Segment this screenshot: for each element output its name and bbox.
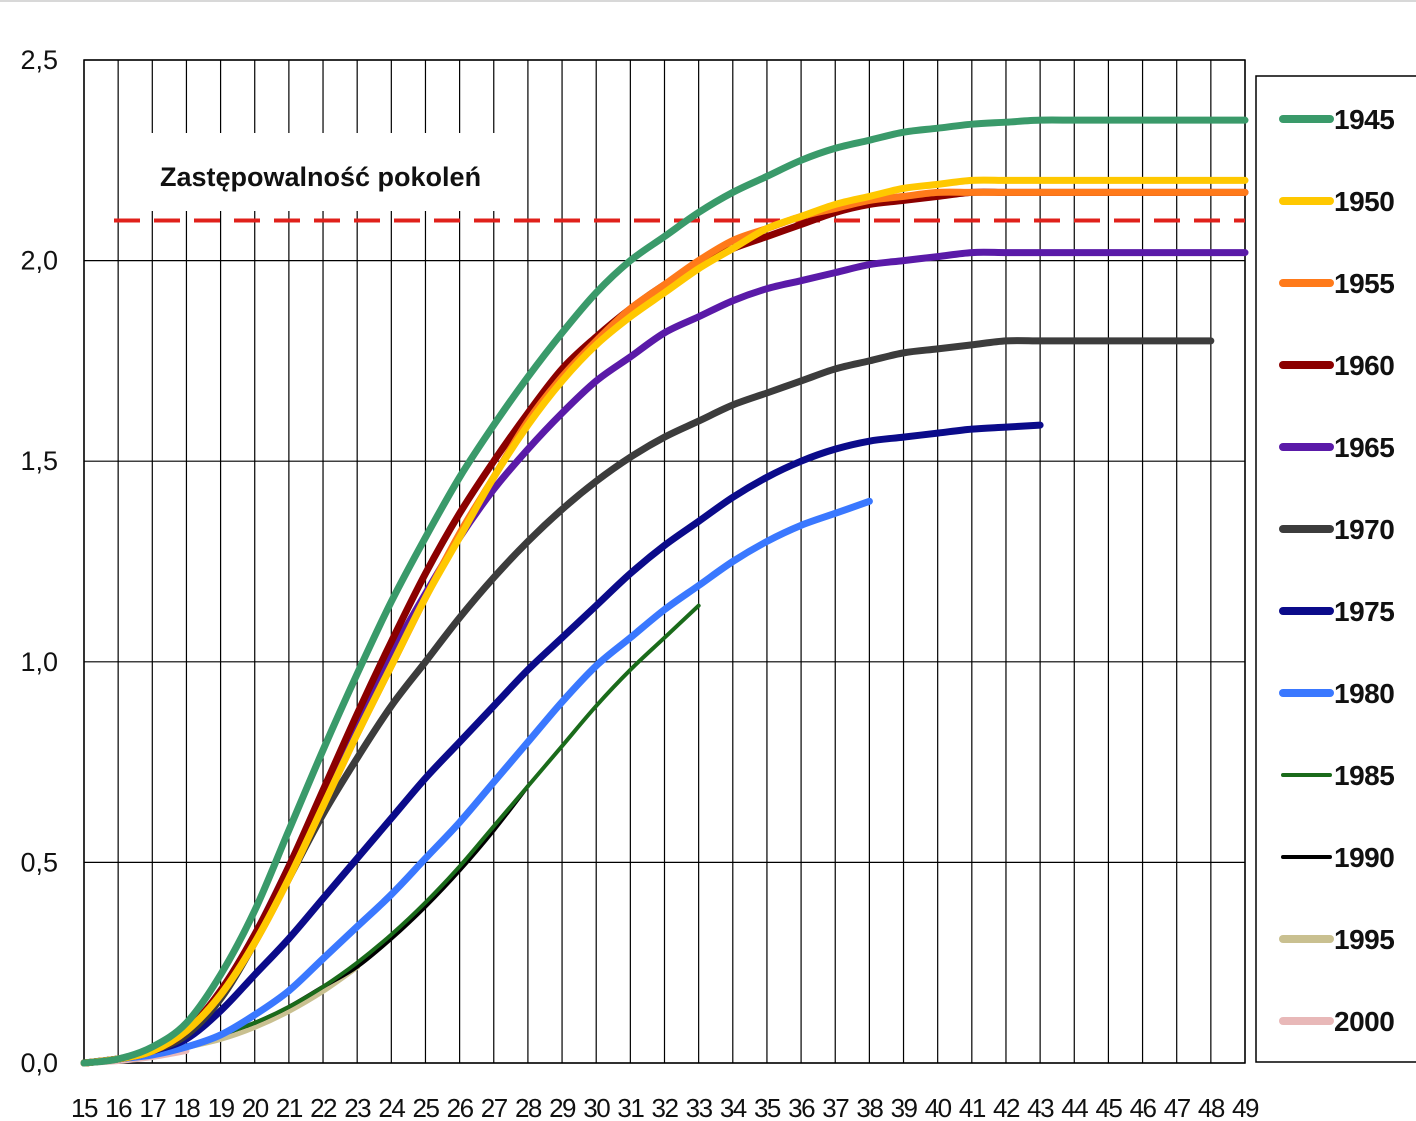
x-tick-label: 34	[720, 1093, 747, 1121]
x-tick-label: 49	[1232, 1093, 1259, 1121]
plot-area-frame	[83, 59, 1246, 1064]
series-lines	[80, 116, 1249, 1067]
x-tick-label: 28	[515, 1093, 542, 1121]
plot-border	[83, 59, 1246, 1064]
x-tick-label: 27	[481, 1093, 508, 1121]
x-tick-label: 45	[1095, 1093, 1122, 1121]
legend-label-2000: 2000	[1334, 1006, 1394, 1037]
legend-label-1970: 1970	[1334, 514, 1394, 545]
y-tick-label: 1,0	[20, 647, 58, 677]
legend-label-1960: 1960	[1334, 350, 1394, 381]
x-tick-label: 36	[788, 1093, 815, 1121]
x-tick-label: 41	[959, 1093, 986, 1121]
x-tick-label: 25	[413, 1093, 440, 1121]
x-tick-label: 30	[583, 1093, 610, 1121]
x-tick-label: 35	[754, 1093, 781, 1121]
y-tick-label: 2,0	[20, 246, 58, 276]
x-tick-label: 39	[891, 1093, 918, 1121]
annotation-background	[125, 133, 515, 211]
x-tick-label: 20	[242, 1093, 269, 1121]
series-line-1945	[80, 116, 1249, 1067]
x-tick-label: 21	[276, 1093, 303, 1121]
y-axis-tick-labels: 0,0 0,5 1,0 1,5 2,0 2,5	[20, 45, 58, 1078]
series-line-1970	[80, 337, 1215, 1067]
x-tick-label: 16	[105, 1093, 132, 1121]
x-tick-label: 42	[993, 1093, 1020, 1121]
gridlines	[83, 59, 1246, 1064]
x-tick-label: 33	[686, 1093, 713, 1121]
legend-label-1975: 1975	[1334, 596, 1394, 627]
legend-label-1985: 1985	[1334, 760, 1394, 791]
x-tick-label: 32	[652, 1093, 679, 1121]
x-tick-label: 18	[173, 1093, 200, 1121]
x-tick-label: 47	[1164, 1093, 1191, 1121]
x-tick-label: 44	[1061, 1093, 1088, 1121]
series-line-1950	[80, 176, 1249, 1067]
x-tick-label: 29	[549, 1093, 576, 1121]
replacement-level-label: Zastępowalność pokoleń	[160, 162, 481, 192]
y-tick-label: 2,5	[20, 45, 58, 75]
y-tick-label: 0,0	[20, 1048, 58, 1078]
x-tick-label: 24	[378, 1093, 405, 1121]
y-tick-label: 0,5	[20, 847, 58, 877]
series-line-1980	[80, 497, 873, 1067]
x-tick-label: 48	[1198, 1093, 1225, 1121]
legend-label-1990: 1990	[1334, 842, 1394, 873]
x-tick-label: 46	[1130, 1093, 1157, 1121]
x-tick-label: 43	[1027, 1093, 1054, 1121]
series-line-1975	[80, 421, 1044, 1067]
x-tick-label: 40	[925, 1093, 952, 1121]
legend-frame	[1255, 75, 1416, 1063]
x-tick-label: 15	[71, 1093, 98, 1121]
x-tick-label: 37	[822, 1093, 849, 1121]
x-tick-label: 26	[447, 1093, 474, 1121]
y-tick-label: 1,5	[20, 446, 58, 476]
x-tick-label: 17	[139, 1093, 166, 1121]
legend-label-1965: 1965	[1334, 432, 1394, 463]
x-tick-label: 22	[310, 1093, 337, 1121]
legend: 1945 1950 1955 1960 1965 1970 1975 1980 1985 1990…	[1255, 75, 1416, 1063]
legend-label-1955: 1955	[1334, 268, 1394, 299]
x-tick-label: 38	[856, 1093, 883, 1121]
top-rule	[0, 0, 1416, 2]
x-tick-label: 23	[344, 1093, 371, 1121]
legend-label-1945: 1945	[1334, 104, 1394, 135]
x-tick-label: 31	[617, 1093, 644, 1121]
legend-label-1980: 1980	[1334, 678, 1394, 709]
x-axis-tick-labels: 15 16 17 18 19 20 21 22 23 24 25 26 27 28 29 30 31 32 33 34…	[71, 1093, 1260, 1121]
legend-label-1995: 1995	[1334, 924, 1394, 955]
x-tick-label: 19	[208, 1093, 235, 1121]
legend-label-1950: 1950	[1334, 186, 1394, 217]
annotation-box: Zastępowalność pokoleń	[125, 133, 515, 211]
